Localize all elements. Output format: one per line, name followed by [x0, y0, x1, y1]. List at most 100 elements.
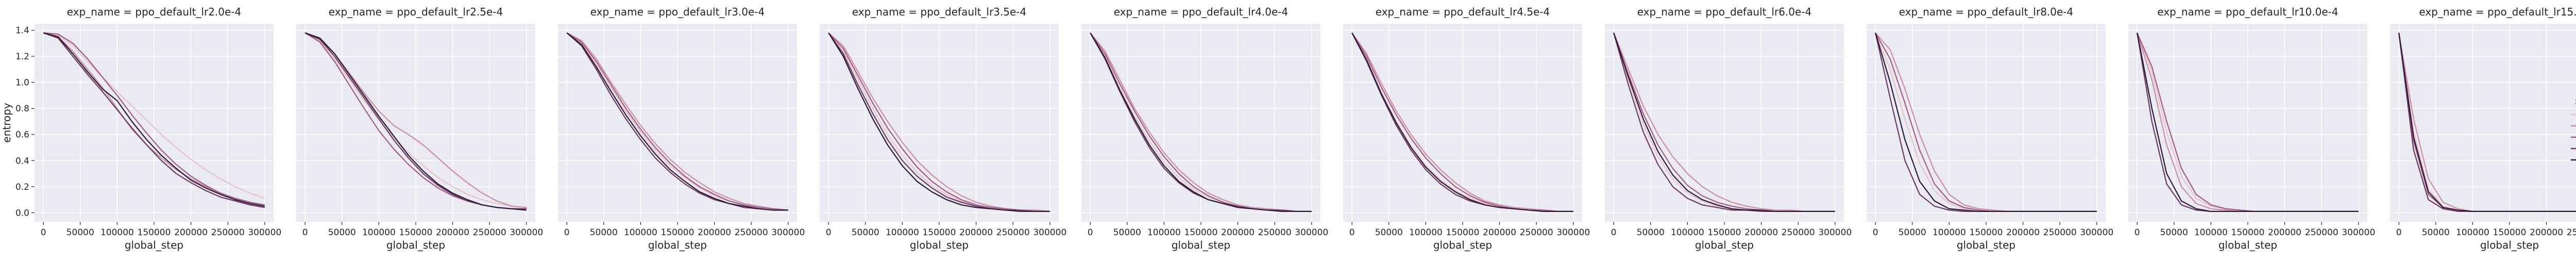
y-tick-label: 1.0: [15, 78, 29, 88]
x-tick-label: 250000: [2567, 228, 2576, 238]
x-tick-label: 300000: [248, 228, 281, 238]
x-tick-label: 300000: [1556, 228, 1590, 238]
facet-panel: exp_name = ppo_default_lr4.0e-4 0 50000 100…: [1081, 6, 1328, 251]
x-tick-label: 150000: [1970, 228, 2003, 238]
x-tick-label: 300000: [1818, 228, 1852, 238]
x-tick-label: 200000: [1221, 228, 1255, 238]
x-tick-label: 250000: [2043, 228, 2077, 238]
x-tick-label: 50000: [2422, 228, 2450, 238]
x-tick-label: 50000: [66, 228, 94, 238]
series-line-seed-10: [304, 32, 527, 208]
x-tick-label: 250000: [1782, 228, 1815, 238]
series-line-seed-50: [566, 32, 788, 211]
x-tick-label: 100000: [2456, 228, 2489, 238]
legend: seed1020304050: [2571, 94, 2576, 161]
x-axis-label: global_step: [1433, 239, 1492, 251]
y-tick-label: 0.2: [15, 182, 29, 192]
x-axis-label: global_step: [1172, 239, 1230, 251]
legend-title: seed: [2575, 94, 2576, 107]
x-tick-label: 50000: [590, 228, 618, 238]
x-tick-label: 250000: [996, 228, 1030, 238]
series-line-seed-50: [1875, 32, 2097, 212]
facet-panel: exp_name = ppo_default_lr3.5e-4 0 50000 100…: [820, 6, 1066, 251]
x-tick-label: 200000: [436, 228, 469, 238]
y-tick-label: 0.6: [15, 130, 29, 140]
x-tick-label: 200000: [698, 228, 731, 238]
plot-background: [2390, 24, 2576, 222]
x-tick-label: 300000: [2080, 228, 2113, 238]
x-tick-label: 0: [2396, 228, 2402, 238]
panel-title: exp_name = ppo_default_lr4.0e-4: [1114, 6, 1289, 18]
series-line-seed-40: [566, 32, 788, 211]
x-tick-label: 300000: [1033, 228, 1066, 238]
x-tick-label: 0: [826, 228, 832, 238]
x-tick-label: 100000: [624, 228, 657, 238]
x-tick-label: 50000: [1375, 228, 1403, 238]
facet-panel: exp_name = ppo_default_lr4.5e-4 0 50000 100…: [1343, 6, 1590, 251]
x-tick-label: 100000: [886, 228, 919, 238]
x-tick-label: 200000: [1483, 228, 1516, 238]
facet-panel: exp_name = ppo_default_lr3.0e-4 0 50000 100…: [558, 6, 805, 251]
panel-title: exp_name = ppo_default_lr6.0e-4: [1637, 6, 1812, 18]
y-tick-label: 1.2: [15, 52, 29, 62]
x-tick-label: 0: [302, 228, 308, 238]
series-line-seed-30: [43, 32, 265, 206]
x-axis-label: global_step: [386, 239, 445, 251]
facet-panel: exp_name = ppo_default_lr2.5e-4 0 50000 100…: [296, 6, 543, 251]
x-axis-label: global_step: [125, 239, 183, 251]
panel-title: exp_name = ppo_default_lr10.0e-4: [2157, 6, 2338, 18]
x-tick-label: 0: [1873, 228, 1878, 238]
x-tick-label: 50000: [852, 228, 879, 238]
x-tick-label: 100000: [2194, 228, 2228, 238]
y-tick-label: 0.4: [15, 156, 29, 166]
x-tick-label: 150000: [399, 228, 433, 238]
x-tick-label: 150000: [661, 228, 694, 238]
x-tick-label: 150000: [923, 228, 956, 238]
x-axis-label: global_step: [2480, 239, 2539, 251]
x-tick-label: 0: [564, 228, 570, 238]
x-tick-label: 100000: [1671, 228, 1704, 238]
y-tick-label: 1.4: [15, 26, 29, 36]
series-line-seed-50: [1613, 32, 1835, 212]
x-tick-label: 250000: [735, 228, 768, 238]
x-tick-label: 0: [1088, 228, 1093, 238]
series-line-seed-50: [2137, 32, 2359, 212]
facet-panel: exp_name = ppo_default_lr2.0e-4 0 50000 100…: [1, 6, 281, 251]
x-tick-label: 100000: [1409, 228, 1443, 238]
series-line-seed-30: [828, 32, 1050, 212]
x-tick-label: 300000: [510, 228, 543, 238]
x-tick-label: 250000: [1520, 228, 1553, 238]
series-line-seed-20: [1351, 32, 1573, 212]
x-tick-label: 0: [1611, 228, 1617, 238]
series-line-seed-50: [304, 32, 527, 211]
x-tick-label: 300000: [1295, 228, 1328, 238]
series-line-seed-10: [43, 32, 265, 199]
y-tick-label: 0.8: [15, 104, 29, 114]
x-axis-label: global_step: [2218, 239, 2277, 251]
x-tick-label: 50000: [1899, 228, 1926, 238]
x-axis-label: global_step: [910, 239, 969, 251]
x-tick-label: 200000: [2268, 228, 2301, 238]
x-tick-label: 100000: [1147, 228, 1181, 238]
x-tick-label: 0: [41, 228, 46, 238]
x-axis-label: global_step: [1957, 239, 2015, 251]
facet-panel: exp_name = ppo_default_lr6.0e-4 0 50000 100…: [1605, 6, 1852, 251]
x-tick-label: 300000: [771, 228, 805, 238]
x-axis-label: global_step: [1695, 239, 1754, 251]
x-tick-label: 100000: [1933, 228, 1966, 238]
series-line-seed-50: [1351, 32, 1573, 212]
facet-panel: exp_name = ppo_default_lr8.0e-4 0 50000 100…: [1867, 6, 2113, 251]
facet-panel: exp_name = ppo_default_lr15.0e-4 0 50000 10…: [2390, 6, 2576, 251]
x-tick-label: 0: [2134, 228, 2140, 238]
x-tick-label: 250000: [473, 228, 506, 238]
x-tick-label: 250000: [211, 228, 245, 238]
panel-title: exp_name = ppo_default_lr2.0e-4: [67, 6, 242, 18]
panel-title: exp_name = ppo_default_lr15.0e-4: [2419, 6, 2576, 18]
series-line-seed-50: [2398, 32, 2576, 212]
x-tick-label: 150000: [2493, 228, 2527, 238]
x-tick-label: 200000: [174, 228, 208, 238]
panel-title: exp_name = ppo_default_lr2.5e-4: [329, 6, 503, 18]
x-tick-label: 300000: [2342, 228, 2375, 238]
